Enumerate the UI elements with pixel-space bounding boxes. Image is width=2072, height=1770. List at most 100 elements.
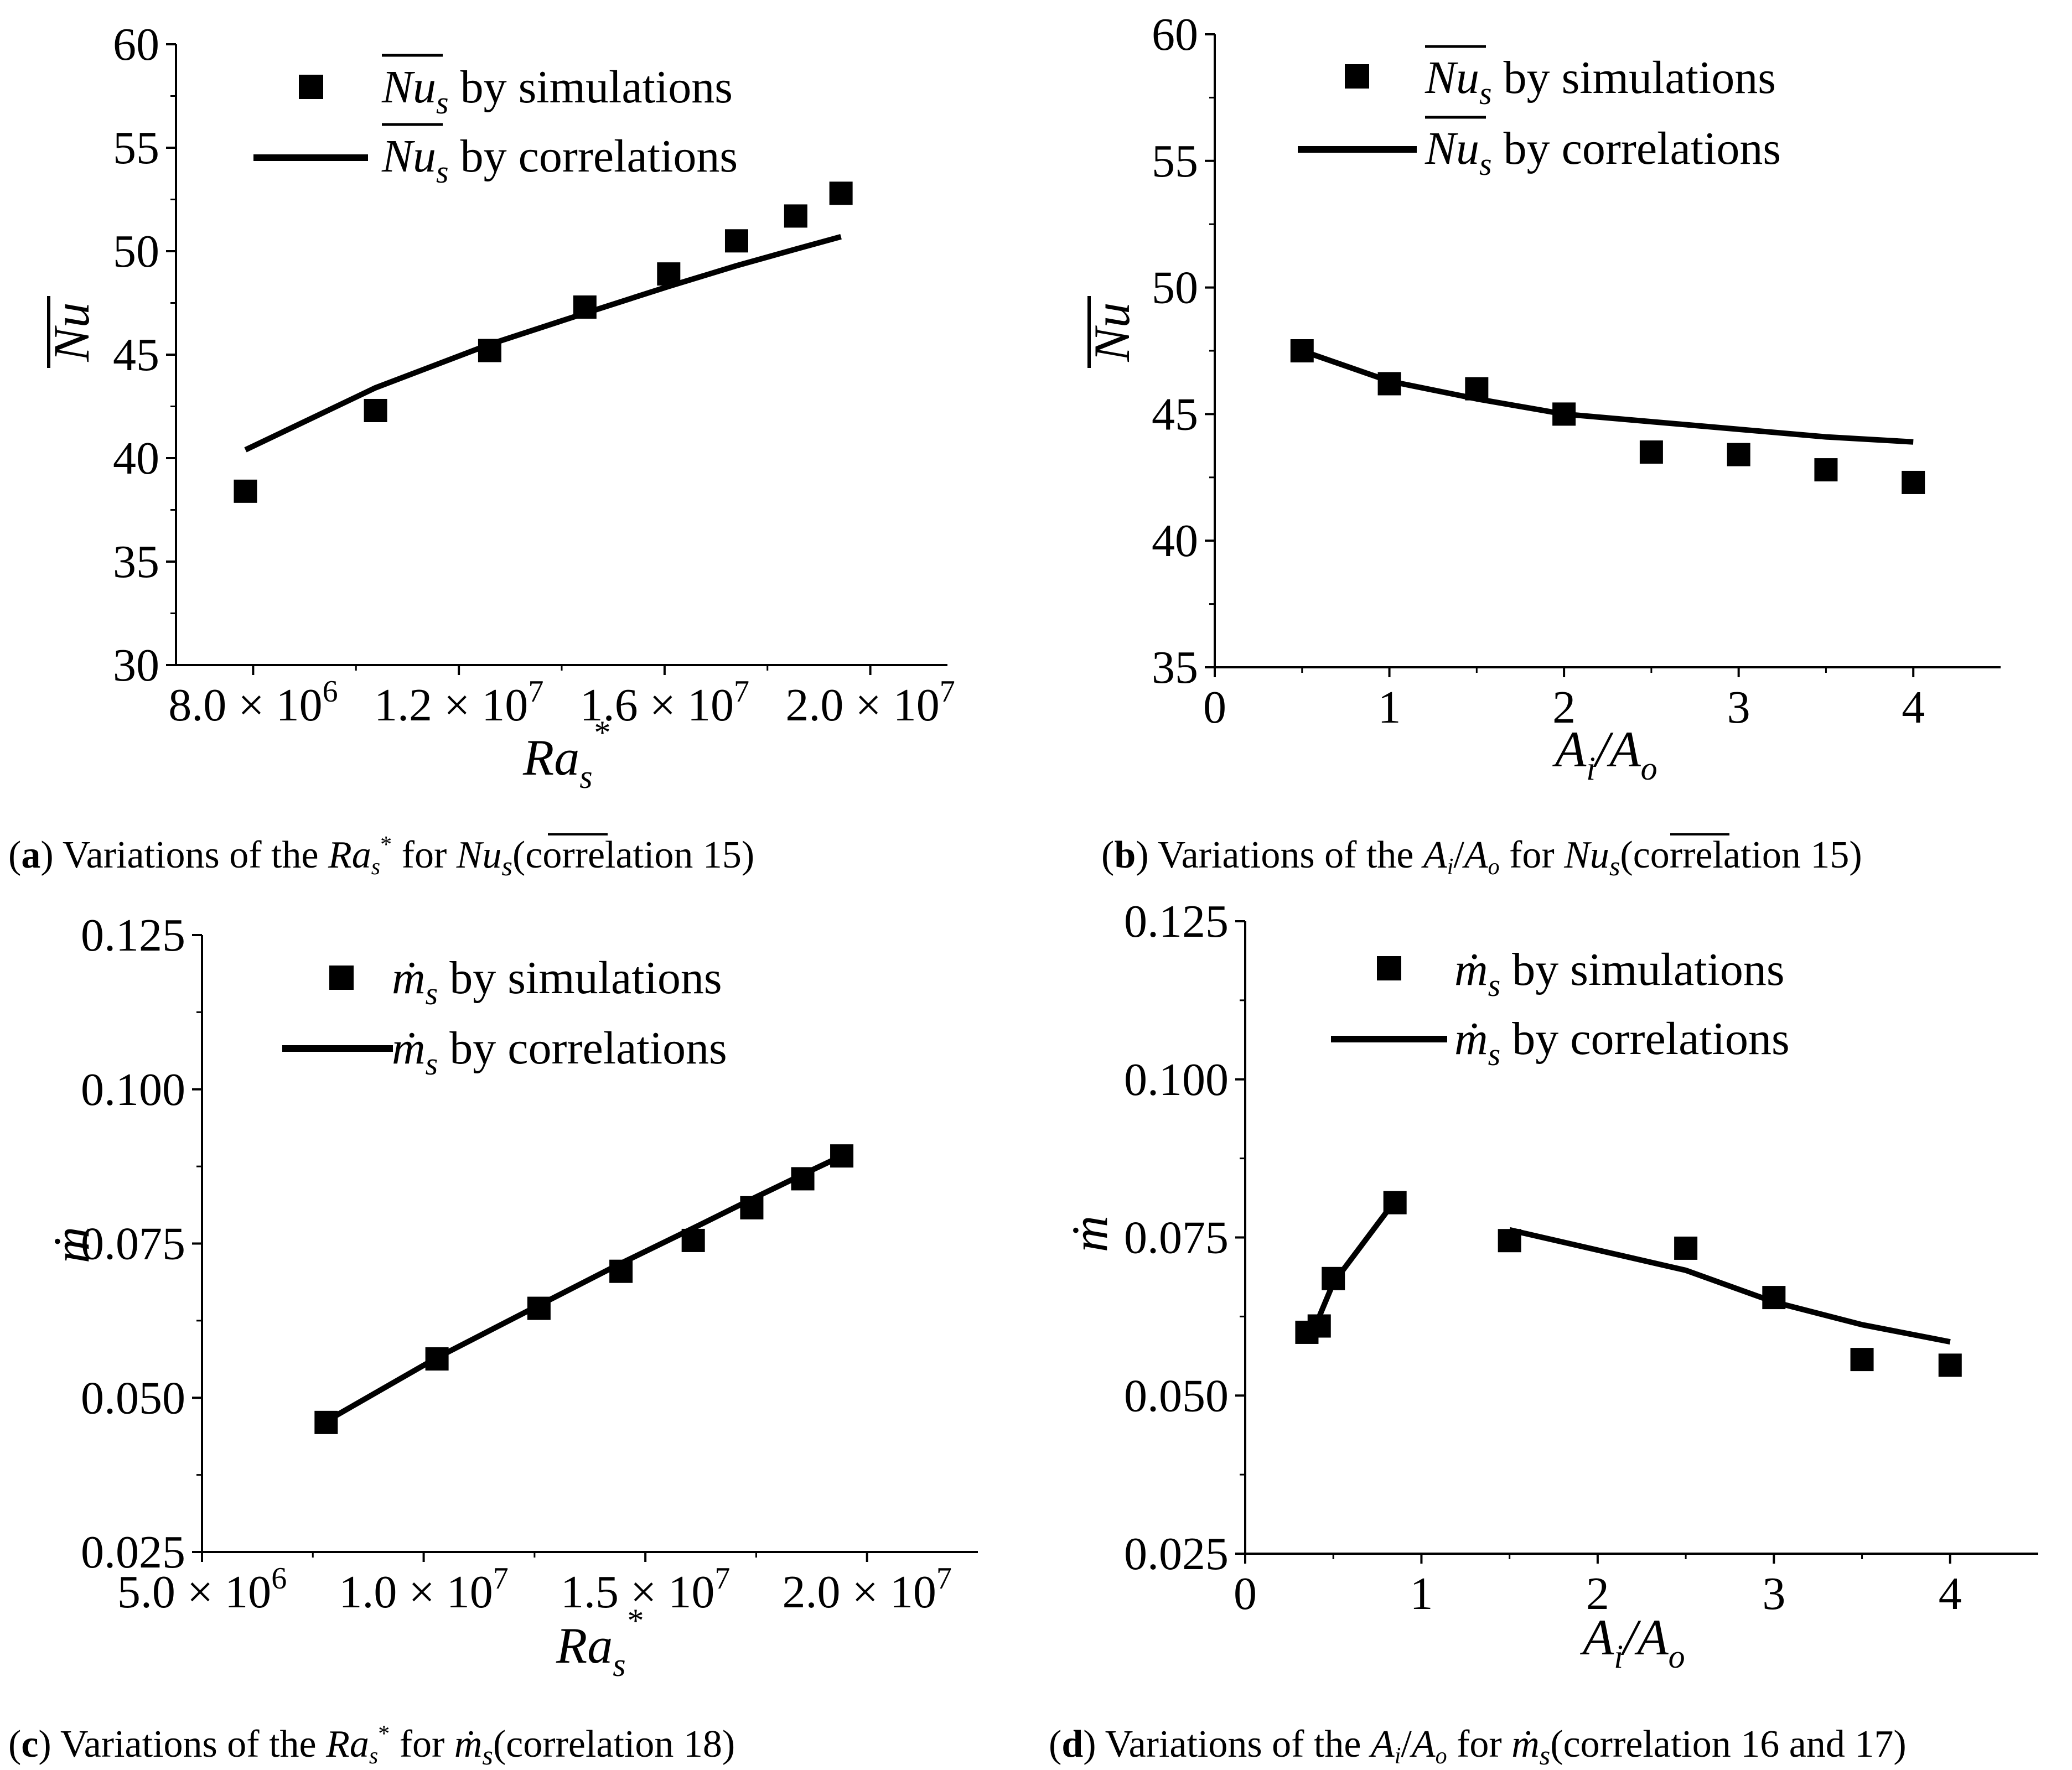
panel-a-ytick-label: 35 [113,536,159,588]
panel-d-correlation-line [1509,1227,1951,1345]
panel-c-ytick-label: 0.050 [81,1372,185,1424]
panel-d-xlabel: Ai/Ao [1579,1609,1685,1675]
panel-b-yticks: 35 40 45 50 55 60 [1152,9,1215,693]
panel-d-xtick-label: 1 [1410,1568,1433,1620]
panel-b-xtick-label: 3 [1727,682,1750,733]
panel-d-legend-marker [1377,956,1401,980]
panel-b-sim-point [1639,440,1663,464]
panel-b-sim-point [1727,443,1750,466]
panel-a-sim-point [573,295,597,319]
panel-d-ytick-label: 0.075 [1124,1212,1229,1264]
panel-b-xtick-label: 2 [1552,682,1576,733]
panel-c-xtick-label: 2.0 × 107 [783,1561,952,1618]
panel-c: 0.025 0.050 0.075 0.100 0.125 5.0 × 106 1.0 ×… [8,910,978,1770]
panel-a-ytick-label: 30 [113,640,159,691]
panel-b-sim-point [1377,372,1401,396]
panel-b-xlabel: Ai/Ao [1552,721,1657,787]
panel-a: 30 35 40 45 50 55 60 8.0 × 106 1.2 × 107 1.6 × 1… [8,19,955,881]
panel-c-yticks: 0.025 0.050 0.075 0.100 0.125 [81,910,202,1578]
panel-c-sim-point [740,1196,764,1219]
panel-c-ytick-label: 0.100 [81,1064,185,1115]
panel-b-sim-point [1465,377,1489,401]
panel-c-xtick-label: 1.0 × 107 [339,1561,508,1618]
panel-c-ylabel: ṁ [43,1227,100,1263]
panel-d-ytick-label: 0.050 [1124,1370,1229,1421]
panel-c-xtick-label: 5.0 × 106 [117,1561,287,1618]
panel-b-sim-point [1814,458,1838,482]
panel-a-caption: (a) Variations of the Ras* for Nus(corre… [8,832,754,881]
panel-a-ytick-label: 40 [113,433,159,484]
panel-c-data [314,1144,854,1434]
panel-b-xticks: 0 1 2 3 4 [1203,667,1925,733]
panel-a-legend-marker [299,75,323,99]
panel-d-ytick-label: 0.100 [1124,1054,1229,1105]
panel-c-sim-point [314,1410,338,1434]
panel-c-sim-point [791,1167,815,1191]
panel-a-legend: Nus by simulations Nus by correlations [253,54,738,190]
panel-a-correlation-line [244,233,842,453]
panel-b-sim-point [1290,339,1314,362]
panel-b: 35 40 45 50 55 60 0 1 2 3 4 Nu Ai/Ao Nus by simul… [1084,9,2001,881]
panel-c-legend-marker [329,966,354,990]
panel-a-ylabel: Nu [43,296,100,368]
svg-text:Nu: Nu [43,302,100,362]
panel-d-sim-point [1307,1314,1331,1338]
panel-b-legend-corr-label: Nus by correlations [1424,123,1781,182]
panel-a-sim-point [364,398,387,422]
panel-c-sim-point [609,1259,633,1283]
panel-a-ytick-label: 50 [113,226,159,277]
panel-a-sim-point [724,229,748,253]
panel-b-xtick-label: 0 [1203,682,1226,733]
panel-a-ytick-label: 55 [113,122,159,174]
panel-b-data [1290,339,1925,494]
panel-b-xtick-label: 1 [1378,682,1401,733]
panel-b-ytick-label: 45 [1152,388,1198,440]
panel-b-caption: (b) Variations of the Ai/Ao for Nus(corr… [1101,834,1862,881]
panel-b-legend-marker [1345,64,1369,89]
panel-b-correlation-line [1301,348,1914,445]
panel-c-ytick-label: 0.125 [81,910,185,961]
panel-b-legend-sim-label: Nus by simulations [1424,52,1776,111]
panel-d-sim-point [1674,1236,1698,1260]
panel-b-legend: Nus by simulations Nus by correlations [1298,45,1781,182]
panel-b-xtick-label: 4 [1902,682,1925,733]
panel-a-xtick-label: 2.0 × 107 [785,674,955,731]
panel-a-xticks: 8.0 × 106 1.2 × 107 1.6 × 107 2.0 × 107 [168,665,955,731]
panel-b-ytick-label: 50 [1152,262,1198,314]
panel-c-legend-sim-label: ṁs by simulations [392,952,722,1011]
panel-d-xtick-label: 2 [1586,1568,1609,1620]
panel-c-sim-point [681,1228,705,1252]
panel-d-yticks: 0.025 0.050 0.075 0.100 0.125 [1124,896,1245,1580]
panel-b-ytick-label: 35 [1152,642,1198,693]
panel-c-xticks: 5.0 × 106 1.0 × 107 1.5 × 107 2.0 × 107 [117,1552,952,1618]
panel-b-sim-point [1902,470,1925,494]
panel-a-ytick-label: 60 [113,19,159,70]
panel-b-ylabel: Nu [1084,296,1140,368]
panel-d-sim-point [1762,1286,1786,1310]
panel-d-xtick-label: 3 [1762,1568,1785,1620]
panel-b-sim-point [1552,402,1576,426]
panel-c-xtick-label: 1.5 × 107 [561,1561,730,1618]
panel-d-legend: ṁs by simulations ṁs by correlations [1331,944,1790,1072]
panel-b-ytick-label: 40 [1152,515,1198,567]
panel-d-sim-point [1850,1348,1874,1372]
panel-a-legend-sim-label: Nus by simulations [381,61,733,121]
panel-d-legend-sim-label: ṁs by simulations [1454,944,1785,1003]
panel-d-xticks: 0 1 2 3 4 [1234,1554,1962,1620]
panel-c-ytick-label: 0.075 [81,1218,185,1270]
panel-c-sim-point [830,1144,854,1168]
panel-a-sim-point [829,181,853,205]
panel-d-caption: (d) Variations of the Ai/Ao for ṁs(corre… [1049,1723,1907,1770]
panel-c-correlation-line [324,1153,843,1424]
panel-a-xlabel: Ras* [522,714,609,795]
panel-d-sim-point [1322,1266,1345,1290]
panel-a-sim-point [234,479,257,503]
panel-a-yticks: 30 35 40 45 50 55 60 [113,19,176,691]
panel-a-xtick-label: 1.2 × 107 [374,674,543,731]
panel-d-ylabel: ṁ [1061,1216,1118,1252]
panel-a-ytick-label: 45 [113,329,159,381]
panel-d-xtick-label: 0 [1234,1568,1257,1620]
panel-b-ytick-label: 60 [1152,9,1198,60]
